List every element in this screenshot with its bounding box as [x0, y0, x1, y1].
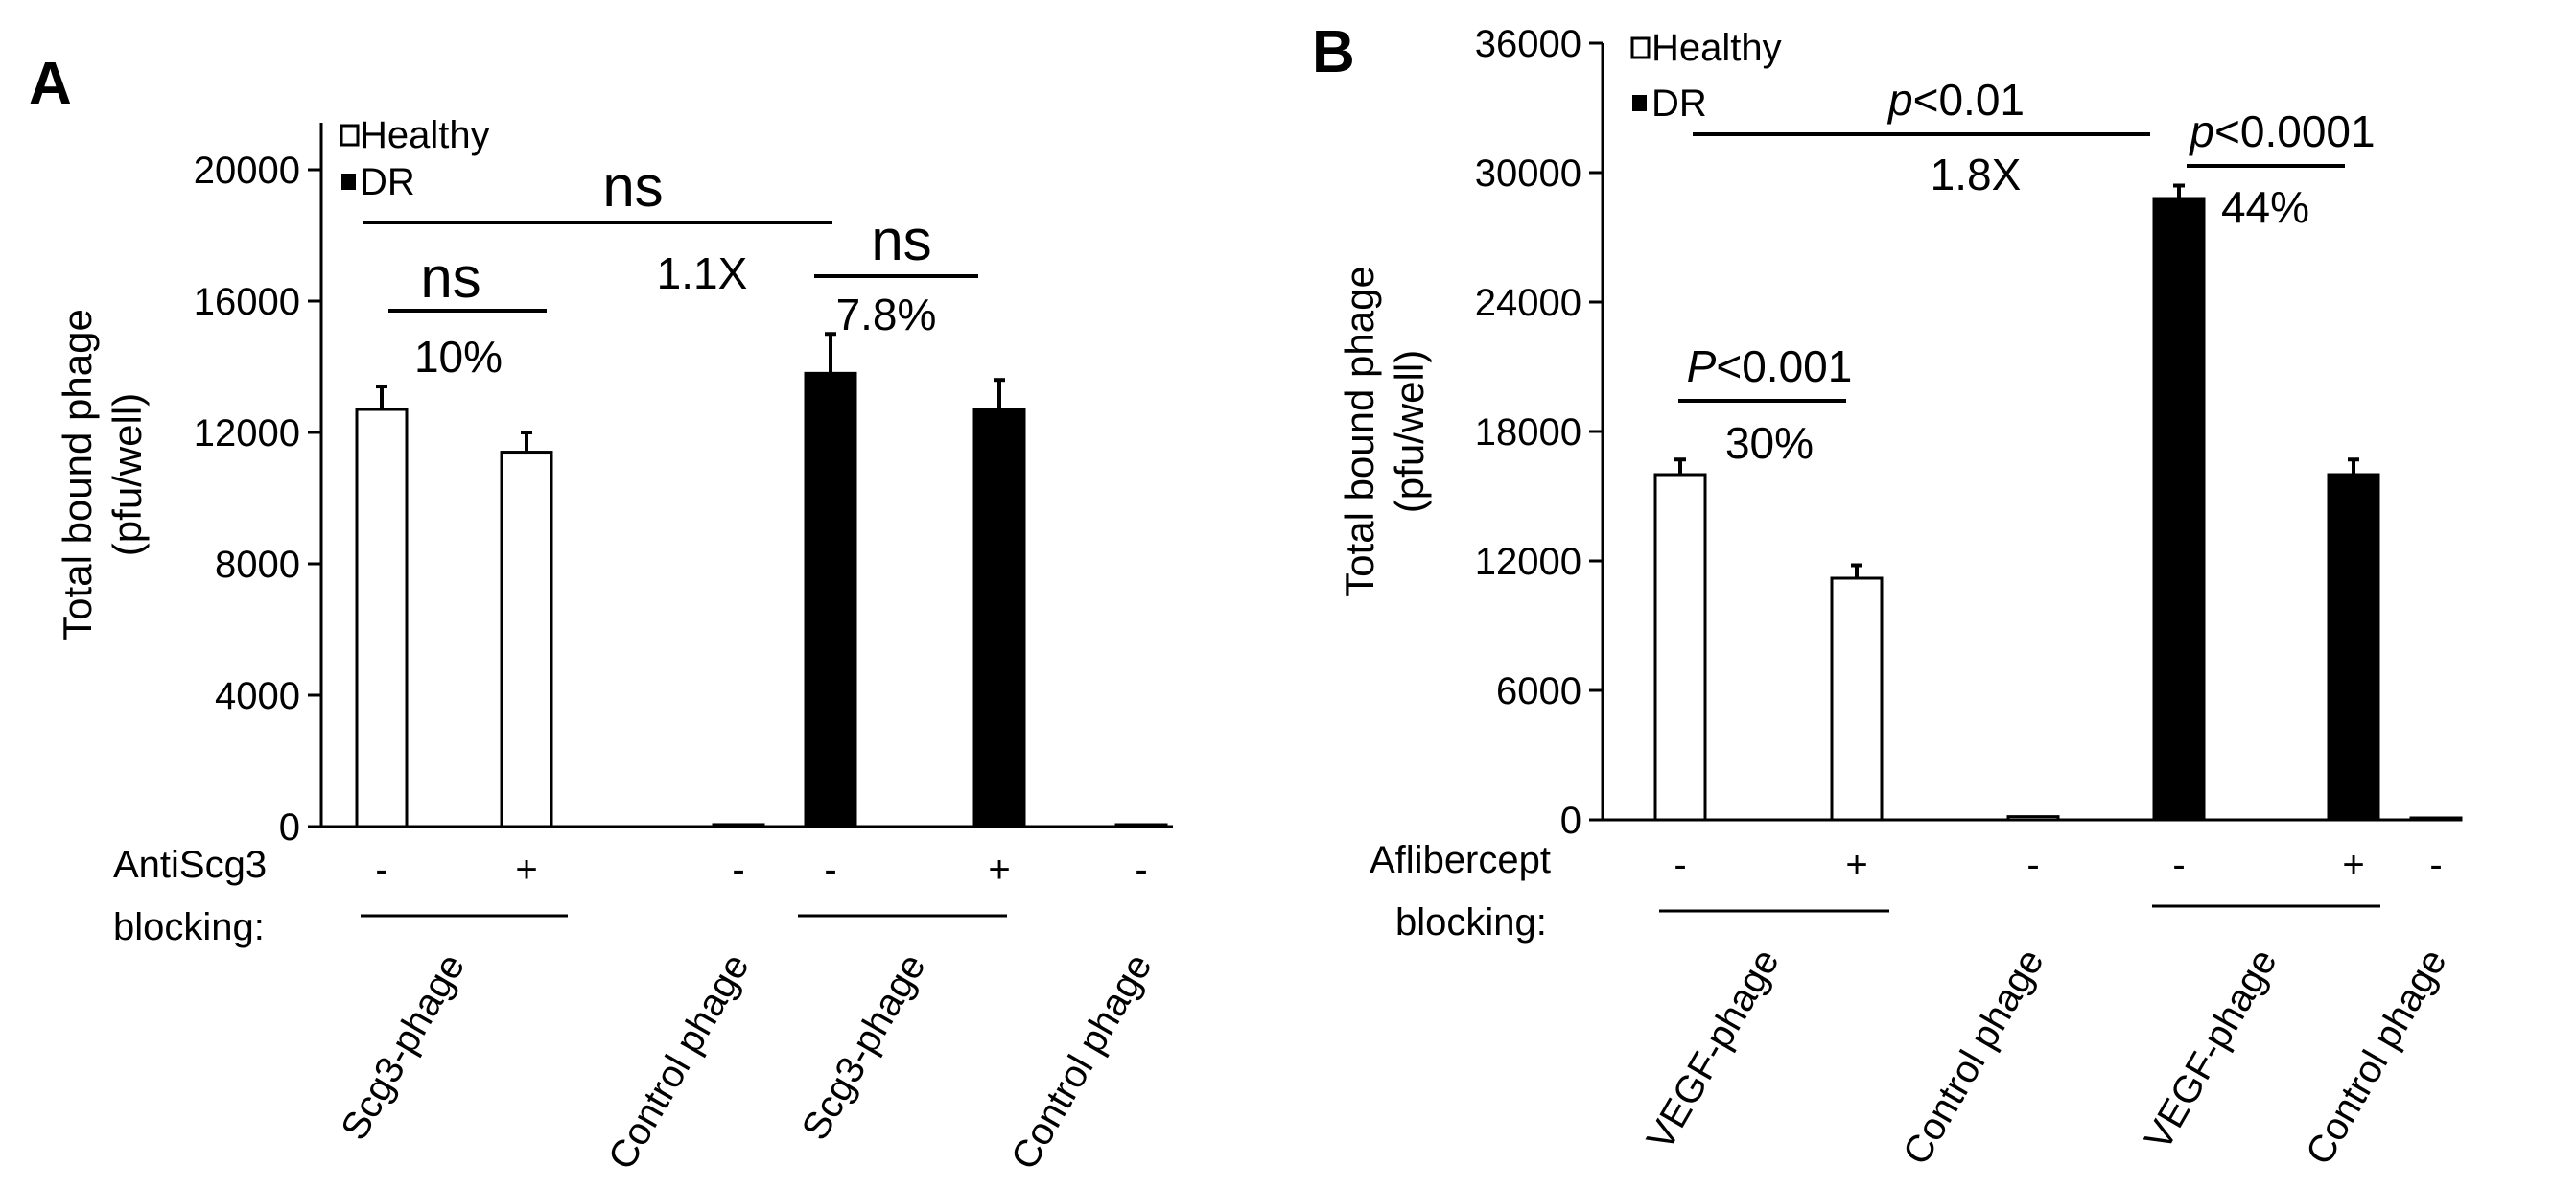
panel-b-legend: Healthy DR — [1630, 27, 1782, 125]
category-label: Control phage — [2298, 943, 2455, 1173]
panel-a-legend: Healthy DR — [340, 114, 490, 203]
panel-a-bars — [355, 332, 1168, 828]
bracket-healthy-vs-dr-sig: p<0.01 — [1886, 75, 2025, 125]
legend-label-dr: DR — [360, 161, 415, 203]
blocking-sign: - — [1135, 849, 1147, 891]
blocking-sign: + — [988, 849, 1010, 891]
blocking-sign: - — [2429, 844, 2442, 886]
panel-a-ylabel-line2: (pfu/well) — [105, 393, 150, 556]
panel-a-row-label-line1: AntiScg3 — [113, 844, 267, 886]
panel-b-annotations: p<0.01 1.8X p<0.0001 44% P<0.001 30% — [1678, 75, 2376, 468]
bracket-dr-blocking-pct: 7.8% — [836, 290, 937, 339]
panel-b-blocking-signs: - + - - + - — [1674, 844, 2442, 886]
blocking-sign: - — [1674, 844, 1686, 886]
bracket-healthy-blocking-pct: 10% — [414, 332, 503, 382]
y-tick-label: 0 — [279, 806, 300, 849]
panel-b-y-ticks: 0 6000 12000 18000 24000 30000 36000 — [1475, 23, 1603, 842]
bracket-healthy-blocking-sig: P<0.001 — [1687, 341, 1853, 391]
y-tick-label: 30000 — [1475, 152, 1581, 195]
bracket-healthy-vs-dr-fold: 1.8X — [1931, 150, 2022, 199]
blocking-sign: - — [2026, 844, 2039, 886]
sig-p-value: <0.01 — [1913, 75, 2025, 125]
bar — [712, 823, 765, 828]
blocking-sign: - — [732, 849, 744, 891]
blocking-sign: + — [1845, 844, 1867, 886]
blocking-sign: - — [2172, 844, 2185, 886]
category-label: VEGF-phage — [2137, 943, 2285, 1157]
category-label: Control phage — [1895, 943, 2052, 1173]
bar — [355, 408, 409, 828]
panel-a-category-labels: Scg3-phage Control phage Scg3-phage Control… — [333, 947, 1159, 1177]
panel-b-ylabel-line2: (pfu/well) — [1387, 350, 1432, 513]
bracket-dr-blocking-sig: ns — [871, 208, 931, 272]
blocking-sign: - — [375, 849, 387, 891]
blocking-sign: + — [2342, 844, 2364, 886]
bar — [972, 408, 1026, 828]
panel-a-letter: A — [29, 51, 72, 117]
category-label: VEGF-phage — [1639, 943, 1788, 1157]
y-tick-label: 20000 — [194, 150, 300, 192]
bracket-healthy-vs-dr-fold: 1.1X — [657, 248, 748, 298]
y-tick-label: 6000 — [1496, 670, 1581, 712]
bar — [2152, 197, 2206, 822]
category-label: Control phage — [1003, 947, 1160, 1177]
y-tick-label: 8000 — [215, 544, 300, 586]
sig-p-value: <0.0001 — [2214, 106, 2376, 156]
bracket-healthy-vs-dr-sig: ns — [602, 154, 663, 219]
y-tick-label: 24000 — [1475, 282, 1581, 324]
panel-a-blocking-signs: - + - - + - — [375, 849, 1147, 891]
legend-label-healthy: Healthy — [1651, 27, 1782, 69]
bar — [2006, 815, 2060, 822]
blocking-sign: + — [515, 849, 537, 891]
bracket-dr-blocking-sig: p<0.0001 — [2188, 106, 2375, 156]
bar — [500, 451, 553, 828]
y-tick-label: 12000 — [194, 412, 300, 455]
y-tick-label: 18000 — [1475, 411, 1581, 454]
panel-b-ylabel-line1: Total bound phage — [1337, 266, 1382, 597]
panel-a-ylabel-line1: Total bound phage — [55, 309, 100, 641]
panel-b-category-labels: VEGF-phage Control phage VEGF-phage Control… — [1639, 943, 2455, 1173]
y-tick-label: 4000 — [215, 675, 300, 717]
y-tick-label: 16000 — [194, 281, 300, 323]
panel-b-row-label-line1: Aflibercept — [1370, 839, 1551, 881]
panel-b-chart: B 0 6000 12000 18000 24000 30000 36000 Total b… — [1312, 19, 2463, 1173]
bar — [1830, 576, 1884, 822]
legend-swatch-healthy — [340, 124, 360, 147]
panel-b-bars — [1653, 183, 2463, 822]
bracket-healthy-blocking-sig: ns — [420, 245, 480, 310]
category-label: Scg3-phage — [794, 947, 934, 1148]
legend-swatch-dr — [341, 174, 356, 190]
y-tick-label: 0 — [1560, 800, 1581, 842]
bracket-dr-blocking-pct: 44% — [2221, 182, 2309, 232]
bar — [2409, 816, 2463, 822]
sig-p-value: <0.001 — [1716, 341, 1852, 391]
legend-swatch-healthy — [1630, 36, 1651, 59]
panel-a-row-label-line2: blocking: — [113, 906, 265, 948]
bar — [1653, 473, 1707, 822]
bar — [1114, 823, 1168, 828]
panel-b-row-label-line2: blocking: — [1395, 901, 1547, 944]
category-label: Scg3-phage — [333, 947, 473, 1148]
legend-label-healthy: Healthy — [360, 114, 490, 156]
panel-a-annotations: ns 1.1X ns 10% ns 7.8% — [363, 154, 978, 382]
sig-p-letter: p — [1886, 75, 1913, 125]
bar — [804, 371, 857, 828]
legend-label-dr: DR — [1651, 82, 1707, 125]
panel-a-y-ticks: 0 4000 8000 12000 16000 20000 — [194, 150, 321, 849]
blocking-sign: - — [824, 849, 836, 891]
bar — [2327, 473, 2380, 822]
sig-p-letter: P — [1687, 341, 1717, 391]
panel-a-chart: A 0 4000 8000 12000 16000 20000 Total bound p… — [29, 51, 1173, 1177]
bracket-healthy-blocking-pct: 30% — [1725, 418, 1814, 468]
legend-swatch-dr — [1632, 95, 1647, 111]
sig-p-letter: p — [2188, 106, 2214, 156]
category-label: Control phage — [600, 947, 758, 1177]
y-tick-label: 36000 — [1475, 23, 1581, 65]
panel-b-letter: B — [1312, 19, 1355, 85]
y-tick-label: 12000 — [1475, 541, 1581, 583]
